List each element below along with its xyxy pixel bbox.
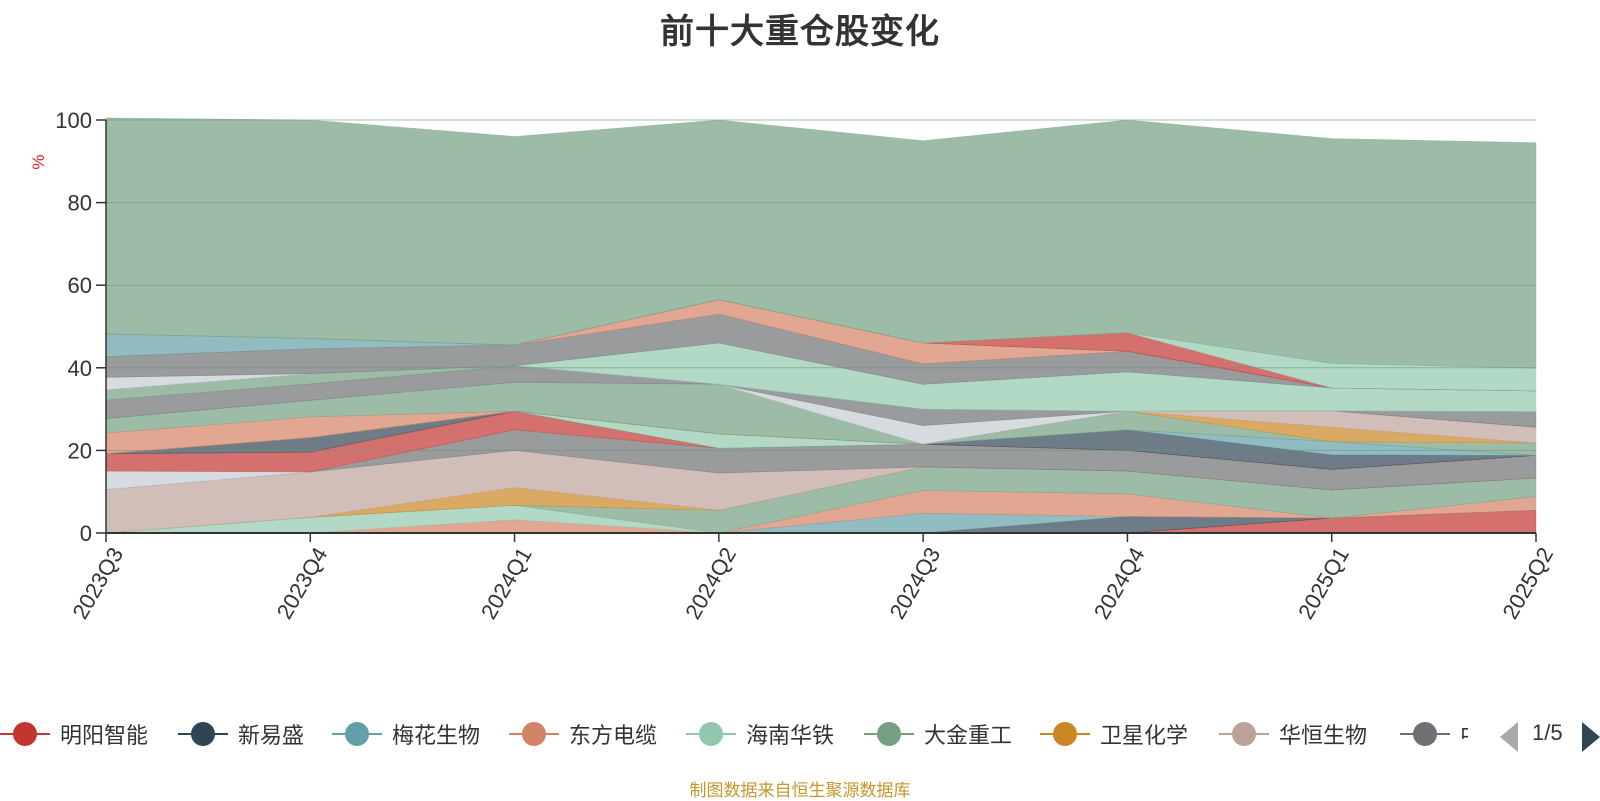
y-axis-label: %: [29, 154, 48, 169]
chart-title: 前十大重仓股变化: [660, 13, 940, 51]
legend-label: 卫星化学: [1100, 723, 1189, 748]
legend-label: 梅花生物: [392, 723, 481, 748]
legend-swatch-icon: [686, 721, 736, 747]
x-tick-label: 2025Q2: [1497, 543, 1558, 623]
legend-item[interactable]: 大金重工: [864, 716, 1012, 752]
y-tick-label: 40: [68, 356, 92, 381]
legend-swatch-icon: [0, 721, 50, 747]
x-tick-label: 2023Q4: [272, 543, 333, 623]
legend-items: 明阳智能 新易盛 梅花生物 东方电缆 海南华铁 大金重工 卫星化学 华恒生物 中天科技: [0, 716, 1468, 752]
legend-dot: [1413, 722, 1437, 746]
legend-dot: [191, 722, 215, 746]
y-tick-label: 0: [80, 521, 92, 546]
grid-lines: [106, 119, 1536, 451]
source-note: 制图数据来自恒生聚源数据库: [689, 781, 911, 800]
x-tick-label: 2024Q4: [1089, 543, 1150, 623]
x-tick-label: 2024Q2: [680, 543, 741, 623]
legend-swatch-icon: [509, 721, 559, 747]
chart-plot: 0 20 40 60 80 100 2023Q3 2023Q4 2024Q1 2024Q2 2024…: [29, 108, 1558, 623]
legend: 明阳智能 新易盛 梅花生物 东方电缆 海南华铁 大金重工 卫星化学 华恒生物 中天科技: [0, 716, 1600, 752]
legend-dot: [13, 722, 37, 746]
triangle-left-icon[interactable]: [1500, 722, 1518, 752]
legend-swatch-icon: [1400, 721, 1450, 747]
legend-label: 海南华铁: [746, 723, 835, 748]
area-series-group: [105, 117, 1537, 534]
legend-item[interactable]: 中天科技: [1400, 716, 1468, 752]
legend-label: 明阳智能: [60, 723, 149, 748]
legend-item[interactable]: 东方电缆: [509, 716, 657, 752]
legend-dot: [1232, 722, 1256, 746]
y-tick-label: 20: [68, 438, 92, 463]
legend-dot: [877, 722, 901, 746]
legend-dot: [345, 722, 369, 746]
legend-item[interactable]: 海南华铁: [686, 716, 834, 752]
legend-dot: [1053, 722, 1077, 746]
x-tick-label: 2025Q1: [1293, 543, 1354, 623]
x-tick-label: 2023Q3: [67, 543, 128, 623]
legend-label: 新易盛: [238, 723, 305, 748]
legend-label: 华恒生物: [1279, 723, 1368, 748]
legend-item[interactable]: 卫星化学: [1040, 716, 1188, 752]
x-tick-label: 2024Q1: [476, 543, 537, 623]
legend-pager: 1/5: [1500, 716, 1600, 752]
legend-swatch-icon: [864, 721, 914, 747]
legend-swatch-icon: [1040, 721, 1090, 747]
legend-swatch-icon: [178, 721, 228, 747]
legend-label: 大金重工: [924, 723, 1013, 748]
legend-label: 东方电缆: [569, 723, 658, 748]
legend-page-indicator: 1/5: [1532, 720, 1563, 745]
y-tick-label: 60: [68, 273, 92, 298]
y-tick-label: 80: [68, 191, 92, 216]
legend-dot: [522, 722, 546, 746]
legend-item[interactable]: 明阳智能: [0, 716, 148, 752]
legend-item[interactable]: 梅花生物: [332, 716, 480, 752]
legend-swatch-icon: [332, 721, 382, 747]
legend-item[interactable]: 新易盛: [178, 716, 304, 752]
y-tick-label: 100: [55, 108, 92, 133]
legend-swatch-icon: [1219, 721, 1269, 747]
legend-dot: [699, 722, 723, 746]
triangle-right-icon[interactable]: [1582, 722, 1600, 752]
legend-item[interactable]: 华恒生物: [1219, 716, 1367, 752]
x-tick-label: 2024Q3: [885, 543, 946, 623]
legend-label: 中天科技: [1460, 718, 1468, 750]
